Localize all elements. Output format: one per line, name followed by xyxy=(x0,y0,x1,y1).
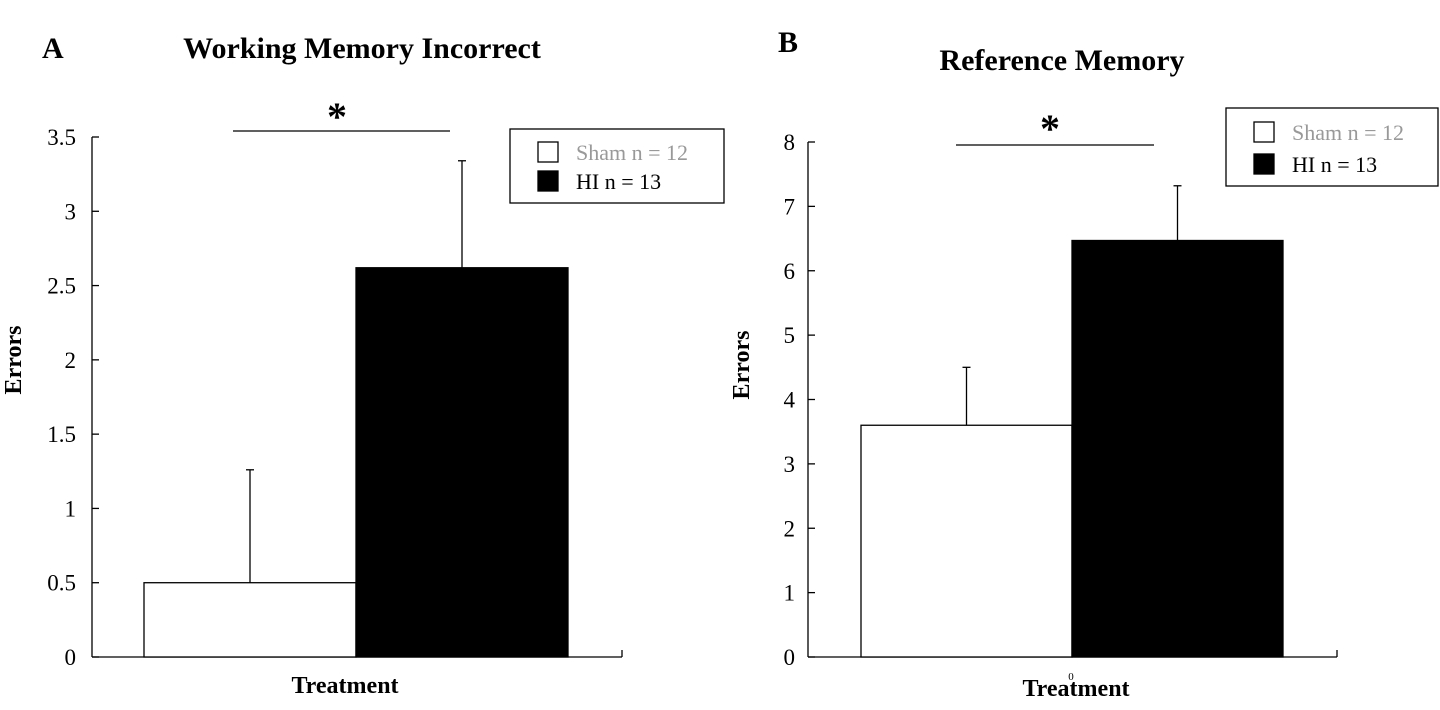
panel-a-title: Working Memory Incorrect xyxy=(183,32,541,65)
panel-b-y-tick-label: 2 xyxy=(784,516,796,541)
panel-b-y-tick-label: 8 xyxy=(784,130,796,155)
panel-a-legend-swatch-sham xyxy=(537,141,559,163)
panel-b-y-tick-label: 3 xyxy=(784,452,796,477)
panel-b-y-tick-label: 4 xyxy=(784,388,796,413)
panel-b-legend-label-hi: HI n = 13 xyxy=(1292,152,1377,177)
panel-a-y-tick-label: 0.5 xyxy=(47,571,76,596)
panel-a-y-tick-label: 2.5 xyxy=(47,274,76,299)
panel-a-legend-label-hi: HI n = 13 xyxy=(576,169,661,194)
panel-b-y-tick-label: 5 xyxy=(784,323,796,348)
panel-a-legend-label-sham: Sham n = 12 xyxy=(576,140,688,165)
panel-b-bar-hi xyxy=(1071,239,1284,658)
panel-b-xlabel: Treatment xyxy=(1022,676,1129,702)
panel-b-y-tick-label: 0 xyxy=(784,645,796,670)
panel-a-y-tick-label: 1.5 xyxy=(47,422,76,447)
panel-b-y-tick-label: 6 xyxy=(784,259,796,284)
panel-a-label: A xyxy=(42,32,64,65)
panel-a-y-tick-label: 1 xyxy=(65,496,77,521)
panel-b-label: B xyxy=(778,26,798,59)
panel-b-title: Reference Memory xyxy=(939,44,1184,77)
panel-a-xlabel: Treatment xyxy=(291,673,398,699)
panel-b-legend-swatch-sham xyxy=(1253,121,1275,143)
panel-b-legend-swatch-hi xyxy=(1253,153,1275,175)
panel-a-y-tick-label: 3.5 xyxy=(47,125,76,150)
panel-b-y-tick-label: 7 xyxy=(784,194,796,219)
panel-a-bar-hi xyxy=(355,267,569,658)
panel-a-significance: * xyxy=(327,94,347,139)
panel-a-legend-swatch-hi xyxy=(537,170,559,192)
panel-a-y-tick-label: 3 xyxy=(65,199,77,224)
panel-b-chart: 0 1 2 3 4 5 6 7 8 Sham n = 12 HI n = 13 xyxy=(784,107,1439,670)
panel-a-y-tick-label: 2 xyxy=(65,348,77,373)
panel-b-legend-label-sham: Sham n = 12 xyxy=(1292,120,1404,145)
panel-b-significance: * xyxy=(1040,106,1060,151)
panel-a-bar-sham xyxy=(143,582,357,658)
panel-b-xtick: 0 xyxy=(1068,671,1074,683)
panel-a-y-tick-label: 0 xyxy=(65,645,77,670)
panel-b-ylabel: Errors xyxy=(729,331,755,400)
panel-a-ylabel: Errors xyxy=(1,326,27,395)
panel-a-chart: 0 0.5 1 1.5 2 2.5 3 3.5 Sham n = 12 HI n = 13 xyxy=(47,125,725,670)
panel-b-y-tick-label: 1 xyxy=(784,581,796,606)
panel-b-bar-sham xyxy=(860,424,1073,658)
